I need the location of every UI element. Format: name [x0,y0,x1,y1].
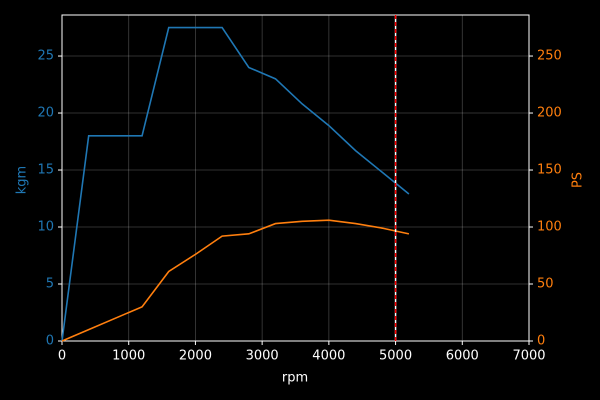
y-tick-label: 5 [46,277,54,292]
y-axis-label: kgm [15,166,30,194]
y-tick-label: 10 [37,220,54,235]
x-tick-label: 3000 [246,349,279,364]
x-tick-label: 7000 [512,349,545,364]
x-tick-label: 1000 [112,349,145,364]
y2-tick-label: 150 [537,163,562,178]
y2-tick-label: 50 [537,277,554,292]
y-tick-label: 25 [37,49,54,64]
x-tick-label: 6000 [446,349,479,364]
data-line [61,26,410,342]
x-axis-label: rpm [282,371,308,386]
y2-tick-label: 100 [537,220,562,235]
y2-tick-label: 250 [537,49,562,64]
x-tick-label: 2000 [179,349,212,364]
y2-tick-label: 0 [537,334,545,349]
x-tick-label: 4000 [312,349,345,364]
x-tick-label: 0 [58,349,66,364]
y2-tick-label: 200 [537,106,562,121]
y-tick-label: 0 [46,334,54,349]
plot-frame [61,14,530,342]
y-tick-label: 20 [37,106,54,121]
y2-axis-label: PS [571,172,586,188]
data-line [61,219,410,342]
y-tick-label: 15 [37,163,54,178]
x-tick-label: 5000 [379,349,412,364]
